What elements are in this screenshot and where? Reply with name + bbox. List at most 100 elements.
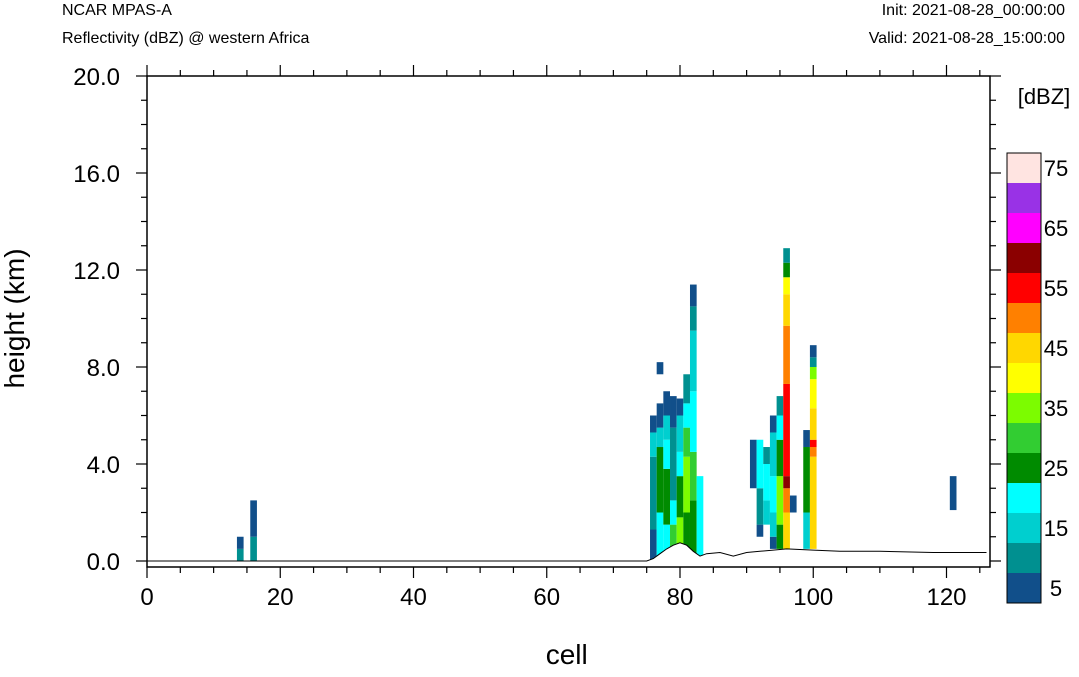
x-tick-label: 20: [267, 584, 294, 611]
reflectivity-cell: [783, 325, 790, 384]
colorbar-units: [dBZ]: [1018, 84, 1071, 109]
reflectivity-cell: [783, 476, 790, 489]
x-tick-label: 0: [140, 584, 153, 611]
reflectivity-cell: [783, 262, 790, 278]
reflectivity-cell: [656, 403, 664, 428]
x-tick-label: 100: [793, 584, 833, 611]
reflectivity-cell: [650, 529, 657, 561]
colorbar-box: [1007, 183, 1041, 213]
reflectivity-cell: [689, 330, 697, 392]
colorbar-box: [1007, 363, 1041, 393]
reflectivity-cell: [250, 536, 257, 561]
x-tick-label: 40: [400, 584, 427, 611]
reflectivity-cell: [676, 415, 684, 452]
field-subtitle: Reflectivity (dBZ) @ western Africa: [62, 30, 310, 47]
reflectivity-cell: [763, 500, 770, 525]
reflectivity-cell: [250, 500, 257, 537]
terrain-fill: [147, 542, 987, 566]
reflectivity-cell: [663, 391, 670, 416]
colorbar-box: [1007, 543, 1041, 573]
colorbar-box: [1007, 393, 1041, 423]
reflectivity-cell: [236, 548, 244, 562]
model-title: NCAR MPAS-A: [62, 2, 172, 19]
y-tick-label: 12.0: [73, 258, 120, 285]
colorbar-tick-label: 35: [1044, 396, 1068, 421]
reflectivity-cell: [769, 476, 777, 513]
reflectivity-cell: [689, 284, 697, 307]
reflectivity-cell: [769, 536, 777, 549]
y-tick-label: 4.0: [87, 452, 120, 479]
valid-time: Valid: 2021-08-28_15:00:00: [868, 30, 1065, 47]
reflectivity-cell: [756, 524, 764, 537]
colorbar-box: [1007, 573, 1041, 603]
init-time: Init: 2021-08-28_00:00:00: [881, 2, 1065, 19]
reflectivity-cell: [776, 439, 784, 477]
reflectivity-cell: [809, 456, 817, 549]
colorbar-tick-label: 5: [1050, 576, 1062, 601]
reflectivity-cell: [783, 488, 790, 513]
colorbar-box: [1007, 423, 1041, 453]
colorbar-box: [1007, 273, 1041, 303]
reflectivity-cell: [676, 476, 684, 518]
reflectivity-cell: [683, 374, 690, 404]
x-axis-title: cell: [546, 639, 588, 670]
y-tick-label: 20.0: [73, 64, 120, 91]
colorbar-box: [1007, 303, 1041, 333]
reflectivity-cell: [809, 408, 817, 440]
reflectivity-cell: [670, 500, 677, 525]
reflectivity-cell: [776, 415, 784, 440]
reflectivity-cell: [769, 415, 777, 433]
reflectivity-cell: [656, 362, 664, 375]
reflectivity-cell: [663, 439, 670, 469]
reflectivity-cell: [663, 468, 670, 525]
y-axis-title: height (km): [0, 248, 30, 388]
x-tick-label: 60: [533, 584, 560, 611]
reflectivity-cell: [663, 415, 670, 440]
x-tick-label: 80: [667, 584, 694, 611]
reflectivity-cell: [670, 427, 677, 501]
reflectivity-cell: [670, 396, 677, 428]
reflectivity-cell: [656, 427, 664, 448]
reflectivity-cell: [670, 524, 677, 562]
reflectivity-cell: [689, 500, 697, 562]
reflectivity-cell: [656, 512, 664, 561]
reflectivity-cell: [663, 524, 670, 562]
x-tick-label: 120: [926, 584, 966, 611]
reflectivity-cell: [809, 345, 817, 358]
colorbar-box: [1007, 453, 1041, 483]
reflectivity-cell: [776, 396, 784, 416]
reflectivity-cell: [803, 430, 810, 448]
reflectivity-cell: [689, 391, 697, 452]
reflectivity-cell: [949, 476, 957, 511]
reflectivity-cell: [650, 456, 657, 530]
colorbar-tick-label: 75: [1044, 156, 1068, 181]
reflectivity-cell: [789, 495, 797, 513]
colorbar-tick-label: 15: [1044, 516, 1068, 541]
reflectivity-cell: [689, 306, 697, 331]
reflectivity-cell: [763, 464, 770, 501]
plot-frame: [146, 75, 991, 568]
reflectivity-cell: [756, 488, 764, 525]
reflectivity-cell: [683, 427, 690, 457]
reflectivity-cell: [683, 512, 690, 561]
reflectivity-cell: [783, 512, 790, 549]
reflectivity-cell: [650, 432, 657, 457]
colorbar-box: [1007, 513, 1041, 543]
reflectivity-cell: [783, 248, 790, 263]
reflectivity-cell: [809, 447, 817, 457]
reflectivity-cell: [803, 447, 810, 513]
colorbar-box: [1007, 213, 1041, 243]
reflectivity-cell: [689, 451, 697, 501]
colorbar-frame: [1006, 152, 1042, 604]
colorbar-tick-label: 45: [1044, 336, 1068, 361]
colorbar-tick-label: 25: [1044, 456, 1068, 481]
colorbar-box: [1007, 333, 1041, 363]
reflectivity-cell: [783, 277, 790, 295]
y-tick-label: 0.0: [87, 549, 120, 576]
reflectivity-cell: [803, 512, 810, 549]
reflectivity-cell: [783, 294, 790, 326]
colorbar-tick-label: 55: [1044, 276, 1068, 301]
reflectivity-cell: [809, 367, 817, 380]
y-tick-label: 8.0: [87, 355, 120, 382]
reflectivity-cell: [769, 512, 777, 537]
